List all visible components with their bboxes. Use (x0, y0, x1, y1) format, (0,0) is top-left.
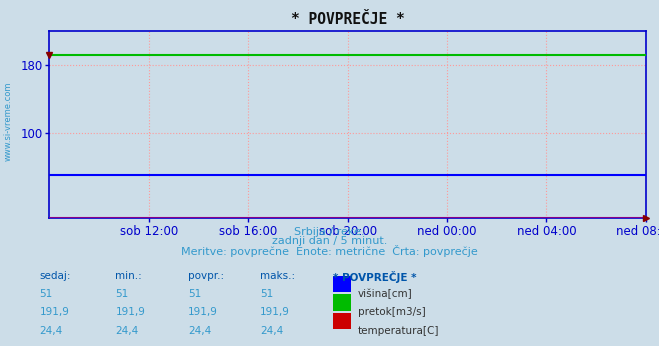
Text: temperatura[C]: temperatura[C] (358, 326, 440, 336)
Title: * POVPREČJE *: * POVPREČJE * (291, 12, 405, 27)
Text: povpr.:: povpr.: (188, 271, 224, 281)
Text: 24,4: 24,4 (40, 326, 63, 336)
Text: 191,9: 191,9 (40, 307, 69, 317)
Text: Srbija / reke.: Srbija / reke. (295, 227, 364, 237)
Text: min.:: min.: (115, 271, 142, 281)
Text: višina[cm]: višina[cm] (358, 289, 413, 299)
Text: 191,9: 191,9 (260, 307, 290, 317)
Text: pretok[m3/s]: pretok[m3/s] (358, 307, 426, 317)
Text: 191,9: 191,9 (115, 307, 145, 317)
Text: 24,4: 24,4 (115, 326, 138, 336)
Text: 51: 51 (260, 289, 273, 299)
Text: * POVPREČJE *: * POVPREČJE * (333, 271, 416, 283)
Text: 24,4: 24,4 (260, 326, 283, 336)
Text: sedaj:: sedaj: (40, 271, 71, 281)
Text: www.si-vreme.com: www.si-vreme.com (4, 81, 13, 161)
Text: 24,4: 24,4 (188, 326, 211, 336)
Text: zadnji dan / 5 minut.: zadnji dan / 5 minut. (272, 236, 387, 246)
Text: 191,9: 191,9 (188, 307, 217, 317)
Text: maks.:: maks.: (260, 271, 295, 281)
Text: 51: 51 (115, 289, 129, 299)
Text: 51: 51 (40, 289, 53, 299)
Text: Meritve: povprečne  Enote: metrične  Črta: povprečje: Meritve: povprečne Enote: metrične Črta:… (181, 245, 478, 257)
Text: 51: 51 (188, 289, 201, 299)
